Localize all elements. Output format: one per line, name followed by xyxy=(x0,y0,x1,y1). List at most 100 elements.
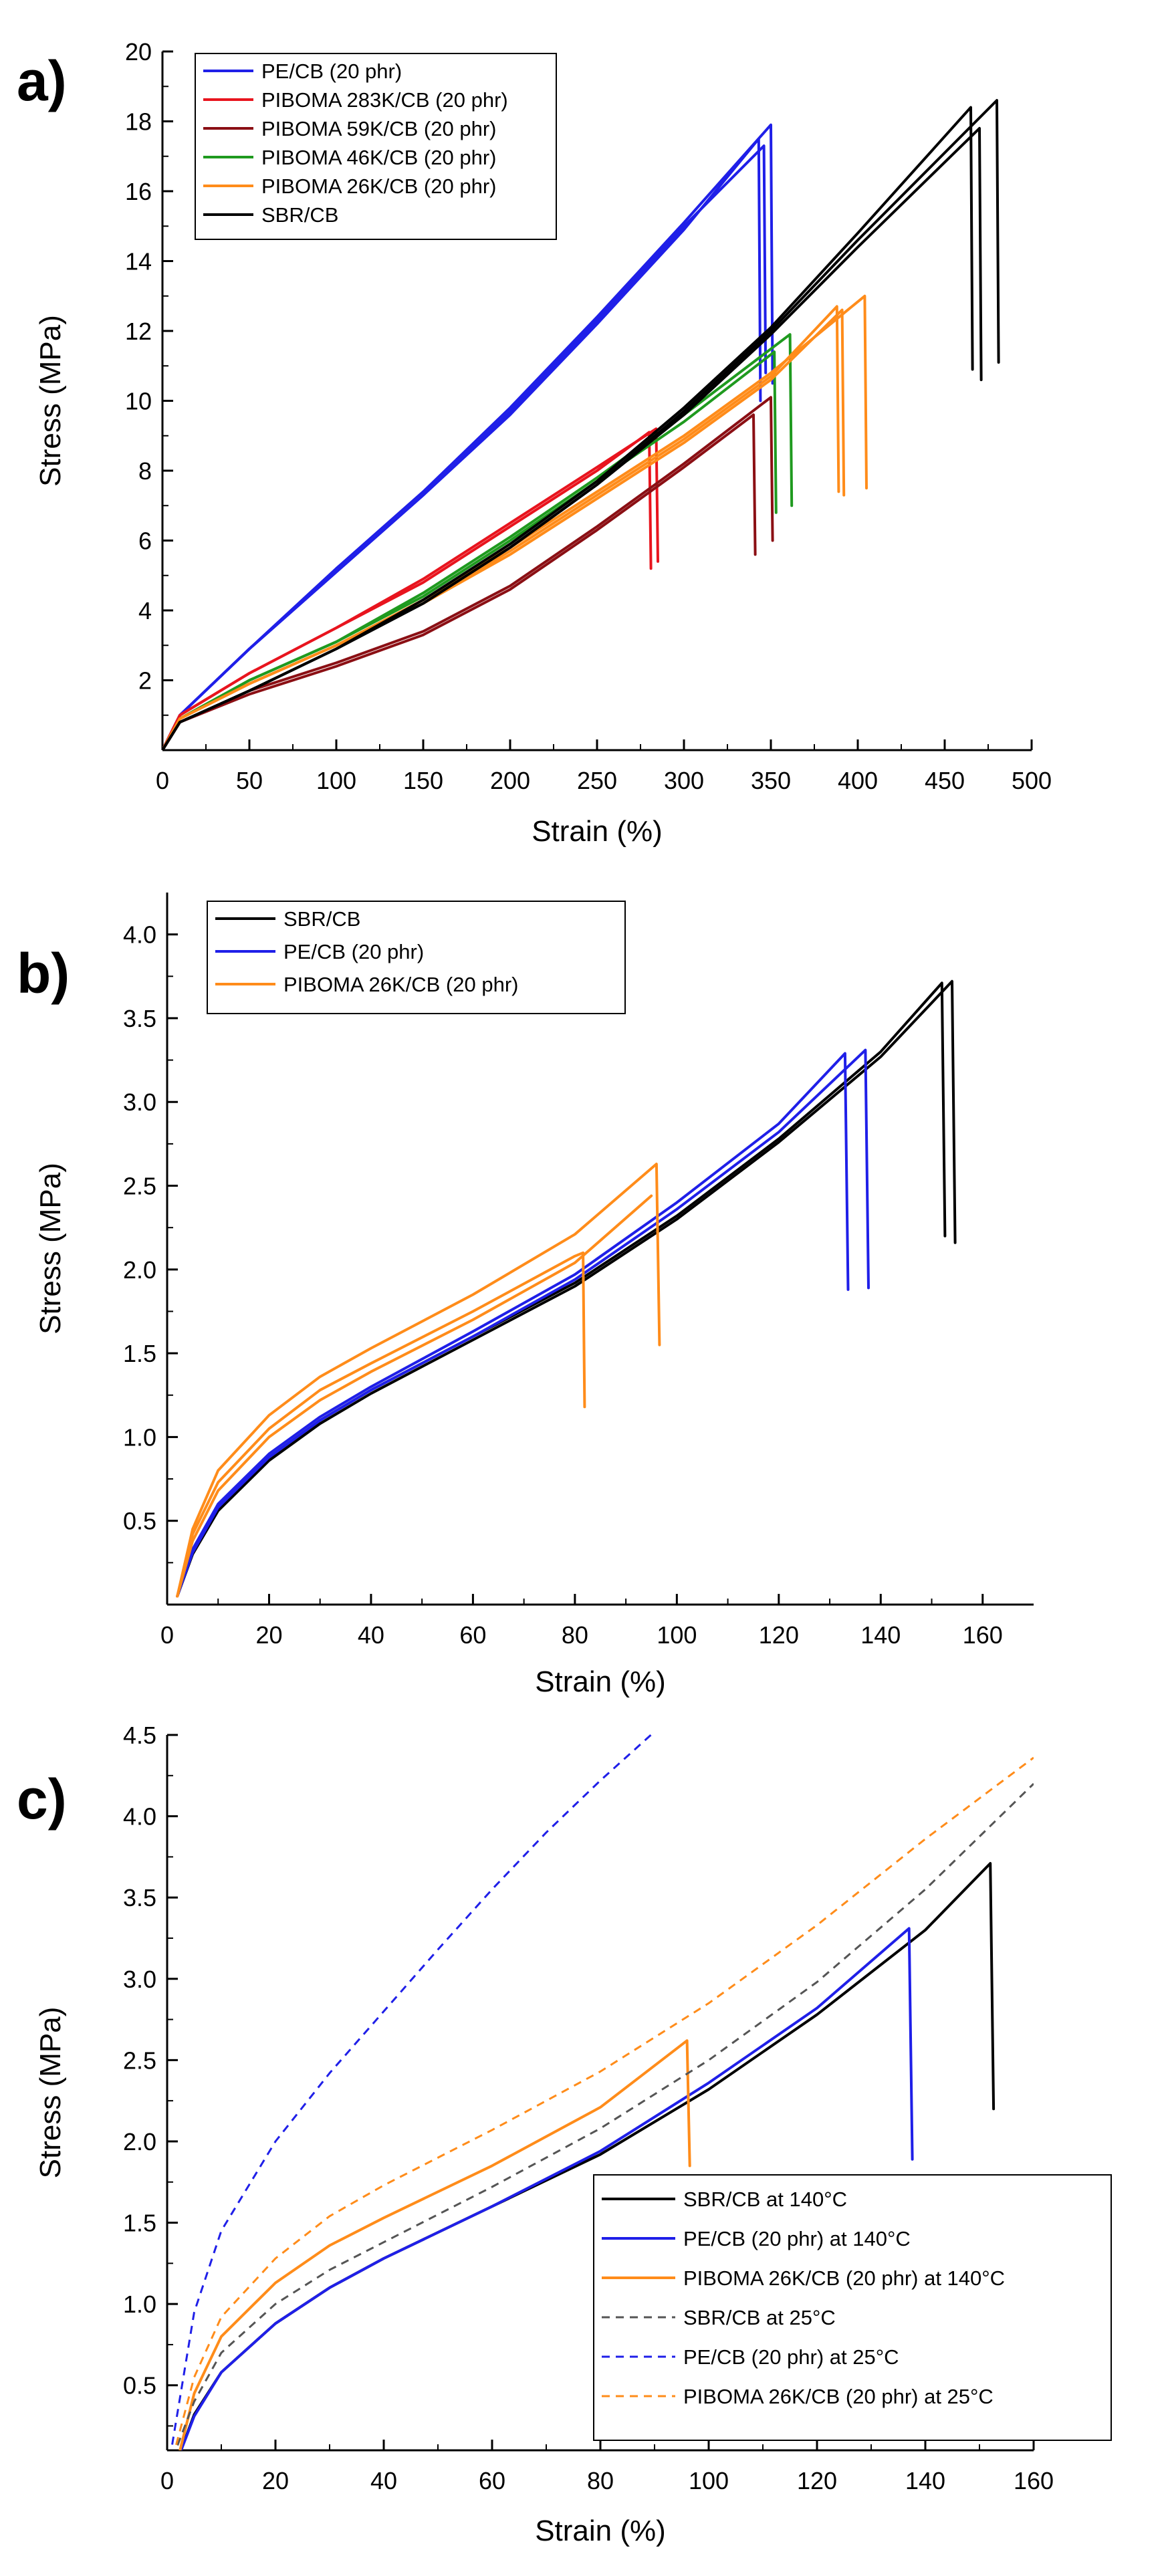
x-tick-label: 100 xyxy=(689,2467,729,2494)
chart-panel-0: a) 0 50 100 150 200 250 300 350 400 450 500 2 4 6 8 10 12… xyxy=(17,38,1052,848)
y-tick-label: 2 xyxy=(138,667,152,695)
x-tick-label: 300 xyxy=(664,767,704,794)
series-line-2-0 xyxy=(162,413,757,750)
legend-label: SBR/CB at 25°C xyxy=(683,2306,836,2329)
y-tick-label: 3.0 xyxy=(123,1088,156,1116)
y-tick-label: 3.5 xyxy=(123,1884,156,1911)
y-tick-label: 2.5 xyxy=(123,1173,156,1200)
plot-area xyxy=(162,99,1000,750)
y-tick-label: 0.5 xyxy=(123,2372,156,2399)
legend-label: PE/CB (20 phr) at 140°C xyxy=(683,2227,911,2250)
legend-label: PE/CB (20 phr) xyxy=(283,940,424,963)
x-tick-label: 350 xyxy=(751,767,791,794)
x-tick-label: 160 xyxy=(1014,2467,1054,2494)
y-tick-label: 3.5 xyxy=(123,1005,156,1032)
y-tick-label: 3.0 xyxy=(123,1966,156,1993)
y-tick-label: 0.5 xyxy=(123,1508,156,1535)
chart-panel-2: c) 0 20 40 60 80 100 120 140 160 0.5 1.0 1.5 2.0 2.5 3.… xyxy=(17,1722,1112,2547)
y-tick-label: 16 xyxy=(125,178,152,205)
series-line-1-1 xyxy=(176,1048,870,1598)
x-tick-label: 100 xyxy=(316,767,356,794)
y-tick-label: 1.5 xyxy=(123,1340,156,1367)
series-line-2-0 xyxy=(179,2039,691,2450)
panel-label: a) xyxy=(17,49,67,112)
legend-label: PIBOMA 46K/CB (20 phr) xyxy=(261,146,496,169)
series-line-0-0 xyxy=(176,981,947,1598)
x-tick-label: 160 xyxy=(963,1621,1003,1649)
x-tick-label: 50 xyxy=(236,767,263,794)
y-tick-label: 4.0 xyxy=(123,1803,156,1831)
plot-area xyxy=(176,979,957,1598)
series-line-2-0 xyxy=(176,1251,586,1598)
x-tick-label: 400 xyxy=(838,767,878,794)
series-line-0-2 xyxy=(162,144,768,750)
x-tick-label: 40 xyxy=(358,1621,384,1649)
legend-label: PE/CB (20 phr) xyxy=(261,60,402,83)
y-tick-label: 12 xyxy=(125,318,152,345)
y-tick-label: 1.0 xyxy=(123,1423,156,1451)
y-axis-title: Stress (MPa) xyxy=(34,2007,67,2179)
plot-area xyxy=(170,1734,1034,2450)
series-line-1-0 xyxy=(176,1052,850,1598)
y-tick-label: 2.0 xyxy=(123,1256,156,1284)
x-tick-label: 250 xyxy=(577,767,617,794)
legend: SBR/CB at 140°C PE/CB (20 phr) at 140°C PI… xyxy=(593,2174,1112,2441)
x-tick-label: 80 xyxy=(562,1621,588,1649)
x-tick-label: 120 xyxy=(759,1621,799,1649)
legend-box xyxy=(593,2174,1112,2441)
legend: SBR/CB PE/CB (20 phr) PIBOMA 26K/CB (20 ph… xyxy=(207,901,626,1014)
y-tick-label: 1.0 xyxy=(123,2291,156,2318)
y-tick-label: 1.5 xyxy=(123,2210,156,2237)
legend-label: PIBOMA 26K/CB (20 phr) at 25°C xyxy=(683,2385,994,2408)
panel-label: c) xyxy=(17,1768,67,1831)
panel-label: b) xyxy=(17,942,70,1005)
y-tick-label: 10 xyxy=(125,388,152,415)
y-tick-label: 8 xyxy=(138,457,152,485)
y-tick-label: 6 xyxy=(138,528,152,555)
x-tick-label: 150 xyxy=(403,767,443,794)
x-tick-label: 20 xyxy=(255,1621,282,1649)
x-tick-label: 40 xyxy=(370,2467,397,2494)
series-line-1-0 xyxy=(179,1927,914,2450)
series-line-0-1 xyxy=(176,979,957,1598)
y-tick-label: 4 xyxy=(138,597,152,624)
series-line-5-2 xyxy=(162,99,1000,750)
y-tick-label: 2.5 xyxy=(123,2046,156,2074)
series-line-3-0 xyxy=(174,1782,1034,2450)
legend-label: PIBOMA 26K/CB (20 phr) at 140°C xyxy=(683,2266,1005,2290)
legend-label: SBR/CB xyxy=(283,907,360,931)
legend: PE/CB (20 phr) PIBOMA 283K/CB (20 phr) PIB… xyxy=(195,53,557,240)
x-tick-label: 60 xyxy=(459,1621,486,1649)
y-tick-label: 20 xyxy=(125,38,152,66)
y-tick-label: 2.0 xyxy=(123,2128,156,2155)
series-line-2-2 xyxy=(176,1194,653,1598)
x-tick-label: 200 xyxy=(490,767,530,794)
series-line-1-1 xyxy=(162,427,659,750)
x-tick-label: 140 xyxy=(860,1621,901,1649)
x-tick-label: 0 xyxy=(156,767,169,794)
x-tick-label: 500 xyxy=(1012,767,1052,794)
x-tick-label: 140 xyxy=(905,2467,945,2494)
x-tick-label: 20 xyxy=(262,2467,289,2494)
legend-label: PIBOMA 26K/CB (20 phr) xyxy=(283,973,518,996)
x-axis-title: Strain (%) xyxy=(532,815,663,848)
x-tick-label: 0 xyxy=(160,2467,174,2494)
x-axis-title: Strain (%) xyxy=(535,1665,666,1698)
y-axis-title: Stress (MPa) xyxy=(34,315,67,487)
y-tick-label: 4.5 xyxy=(123,1722,156,1749)
legend-box xyxy=(207,901,626,1014)
series-line-2-1 xyxy=(176,1163,661,1598)
x-tick-label: 80 xyxy=(587,2467,614,2494)
y-axis-title: Stress (MPa) xyxy=(34,1163,67,1334)
y-tick-label: 18 xyxy=(125,108,152,136)
x-tick-label: 450 xyxy=(925,767,965,794)
x-axis-title: Strain (%) xyxy=(535,2514,666,2547)
legend-label: PIBOMA 26K/CB (20 phr) xyxy=(261,174,496,198)
legend-label: PE/CB (20 phr) at 25°C xyxy=(683,2345,899,2369)
chart-panel-1: b) 0 20 40 60 80 100 120 140 160 0.5 1.0 1.5 2.0 2.5 3.… xyxy=(17,893,1034,1698)
series-line-4-0 xyxy=(170,1734,655,2450)
x-tick-label: 0 xyxy=(160,1621,174,1649)
legend-label: PIBOMA 59K/CB (20 phr) xyxy=(261,117,496,140)
legend-label: SBR/CB xyxy=(261,203,338,227)
